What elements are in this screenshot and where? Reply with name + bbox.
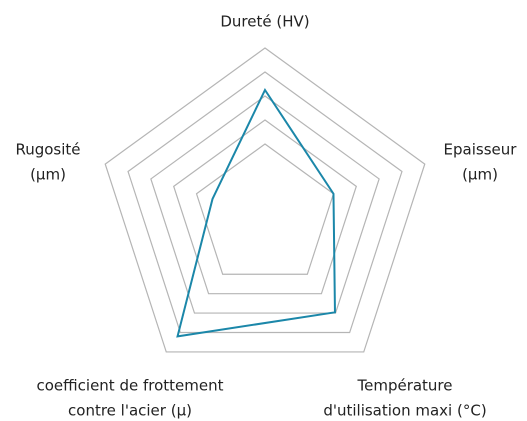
- axis-label: Dureté (HV): [220, 13, 309, 31]
- series-line: [176, 87, 336, 338]
- grid-ring: [150, 95, 380, 314]
- grid-ring: [127, 71, 403, 334]
- grid-ring: [104, 47, 426, 353]
- axis-label: Rugosité: [15, 141, 80, 159]
- axis-label: (µm): [30, 166, 66, 184]
- grid-ring: [172, 119, 358, 295]
- axis-label: d'utilisation maxi (°C): [323, 402, 486, 420]
- axis-label: contre l'acier (µ): [68, 402, 192, 420]
- axis-label: coefficient de frottement: [37, 377, 224, 395]
- axis-label: (µm): [462, 166, 498, 184]
- axis-label: Epaisseur: [444, 141, 518, 159]
- axis-label: Température: [356, 377, 452, 395]
- grid-ring: [195, 143, 335, 275]
